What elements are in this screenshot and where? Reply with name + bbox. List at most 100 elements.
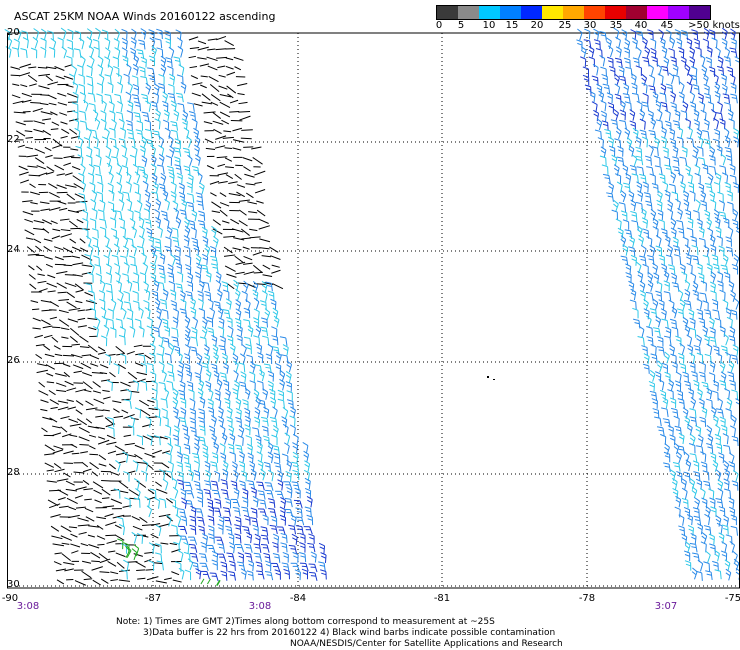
wind-barb	[243, 166, 251, 172]
wind-barb	[186, 201, 195, 212]
wind-barb	[244, 173, 255, 178]
wind-barb	[104, 37, 111, 50]
wind-barb	[22, 211, 34, 216]
wind-barb	[117, 191, 124, 203]
wind-barb	[188, 36, 199, 41]
wind-barb	[16, 28, 22, 41]
wind-barb	[33, 227, 45, 231]
wind-barb	[72, 110, 79, 122]
wind-barb	[139, 145, 146, 157]
wind-barb	[61, 128, 70, 134]
wind-barb	[215, 48, 227, 51]
wind-barb	[30, 191, 40, 196]
wind-barb	[27, 165, 38, 168]
wind-barb	[13, 111, 26, 114]
wind-barb	[95, 27, 101, 40]
wind-barb	[60, 229, 71, 232]
wind-barb	[13, 38, 20, 50]
wind-barb	[42, 228, 50, 234]
wind-barb	[160, 172, 167, 185]
wind-barb	[136, 200, 143, 212]
wind-barb	[59, 218, 70, 221]
wind-barb	[221, 220, 230, 224]
wind-barb	[164, 37, 171, 49]
wind-barb	[232, 127, 243, 132]
wind-barb	[126, 128, 134, 139]
wind-barb	[217, 172, 229, 176]
wind-barb	[99, 199, 106, 212]
wind-barb	[221, 119, 230, 125]
wind-barb	[67, 209, 79, 214]
wind-barb	[40, 102, 49, 106]
wind-barb	[209, 83, 220, 93]
wind-barb	[203, 111, 216, 114]
wind-barb	[49, 46, 56, 58]
wind-barb	[127, 100, 134, 112]
wind-barb	[226, 71, 236, 76]
wind-barb	[222, 136, 234, 139]
wind-barb	[55, 75, 65, 80]
wind-barb	[83, 99, 89, 112]
wind-barb	[82, 209, 89, 222]
wind-barb	[50, 37, 57, 50]
wind-barb	[210, 192, 217, 197]
wind-barb	[232, 139, 245, 143]
wind-barb	[199, 63, 210, 67]
wind-barb	[188, 110, 196, 122]
wind-barb	[77, 64, 84, 76]
wind-barb	[174, 138, 181, 149]
wind-barb	[164, 127, 171, 139]
wind-barb	[140, 56, 147, 68]
wind-barb	[126, 120, 133, 131]
legend-swatch	[563, 6, 584, 19]
wind-barb	[57, 102, 68, 106]
wind-barb	[188, 55, 197, 59]
wind-barb	[21, 99, 32, 103]
wind-barb	[133, 112, 142, 122]
wind-barb	[30, 101, 41, 104]
wind-barb	[126, 171, 132, 184]
footnote-credit: NOAA/NESDIS/Center for Satellite Applica…	[290, 639, 563, 649]
wind-barb	[18, 165, 28, 171]
wind-barb	[90, 198, 97, 211]
wind-barb	[142, 171, 149, 184]
wind-barb	[256, 209, 266, 217]
wind-barb	[121, 28, 128, 40]
wind-barb	[218, 74, 226, 78]
wind-barb	[48, 102, 57, 106]
wind-barb	[118, 217, 125, 229]
wind-barb	[148, 55, 156, 67]
wind-barb	[80, 55, 86, 68]
wind-barb	[133, 182, 140, 194]
wind-barb	[155, 216, 162, 229]
wind-barb	[213, 128, 222, 134]
wind-barb	[91, 208, 98, 220]
wind-barb	[57, 92, 67, 97]
wind-barb	[230, 218, 240, 225]
wind-barb	[100, 110, 107, 122]
wind-barb	[125, 181, 132, 193]
wind-barb	[26, 154, 39, 158]
wind-barb	[15, 121, 26, 126]
wind-barb	[40, 111, 53, 115]
wind-barb	[223, 130, 232, 133]
wind-barb	[145, 82, 152, 95]
wind-barb	[254, 181, 262, 184]
wind-barb	[204, 138, 214, 144]
wind-barb	[50, 128, 59, 130]
wind-barb	[229, 111, 240, 113]
wind-barb	[178, 64, 185, 76]
wind-barb	[205, 147, 216, 151]
wind-barb	[118, 199, 125, 211]
wind-barb	[191, 165, 200, 176]
wind-barb	[160, 210, 168, 221]
legend-label: 15	[505, 20, 519, 31]
wind-barb	[174, 156, 181, 167]
wind-barb	[189, 66, 198, 69]
wind-barb	[109, 127, 116, 139]
wind-barb	[39, 201, 50, 204]
wind-barb	[206, 165, 215, 170]
wind-barb	[116, 163, 123, 176]
wind-barb	[101, 99, 107, 112]
wind-barb	[104, 127, 110, 140]
